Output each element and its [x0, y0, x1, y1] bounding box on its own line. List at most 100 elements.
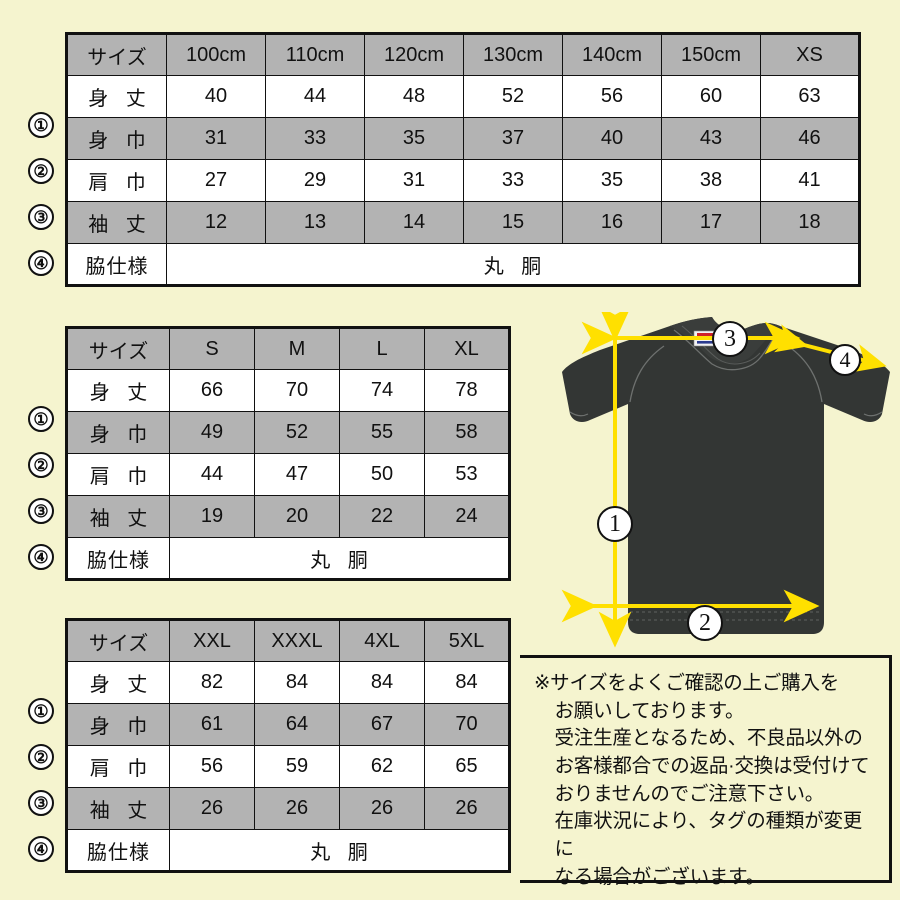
row-label-sleeve-length: 袖 丈 — [66, 201, 167, 244]
note-line-1: ※サイズをよくご確認の上ご購入を — [534, 672, 840, 694]
row-label-shoulder-width: 肩 巾 — [66, 453, 170, 496]
note-line-3: 受注生産となるため、不良品以外の — [554, 727, 863, 750]
diagram-marker-2-label: 2 — [699, 610, 711, 636]
measure-index-3: ③ — [28, 204, 54, 230]
cell: 37 — [463, 117, 563, 160]
table-header-row: サイズ XXL XXXL 4XL 5XL — [66, 619, 510, 662]
side-spec-value: 丸 胴 — [169, 829, 510, 872]
col-header-130cm: 130cm — [463, 33, 563, 76]
cell: 53 — [424, 453, 510, 496]
measure-index-2: ② — [28, 452, 54, 478]
cell: 82 — [169, 661, 255, 704]
cell: 19 — [169, 495, 255, 538]
cell: 48 — [364, 75, 464, 118]
row-label-side-spec: 脇仕様 — [66, 537, 170, 580]
table-header-row: サイズ S M L XL — [66, 327, 510, 370]
cell: 26 — [424, 787, 510, 830]
table-row: 身 丈 40 44 48 52 56 60 63 — [66, 75, 860, 118]
measure-index-2: ② — [28, 158, 54, 184]
cell: 62 — [339, 745, 425, 788]
size-table-adult-large-block: ① ② ③ ④ サイズ XXL XXXL 4XL 5XL 身 丈 82 84 8… — [19, 618, 511, 873]
col-header-l: L — [339, 327, 425, 370]
row-label-side-spec: 脇仕様 — [66, 243, 167, 286]
row-label-sleeve-length: 袖 丈 — [66, 495, 170, 538]
diagram-marker-1: 1 — [597, 506, 633, 542]
row-label-body-length: 身 丈 — [66, 661, 170, 704]
table-row: 肩 巾 44 47 50 53 — [66, 453, 510, 496]
cell: 84 — [339, 661, 425, 704]
cell: 33 — [265, 117, 365, 160]
measure-index-1: ① — [28, 406, 54, 432]
table-row: 身 巾 61 64 67 70 — [66, 703, 510, 746]
measure-index-4: ④ — [28, 836, 54, 862]
col-header-size: サイズ — [66, 619, 170, 662]
cell: 26 — [169, 787, 255, 830]
col-header-4xl: 4XL — [339, 619, 425, 662]
cell: 70 — [424, 703, 510, 746]
col-header-xs: XS — [760, 33, 860, 76]
note-line-5: おりませんのでご注意下さい。 — [554, 782, 825, 805]
cell: 35 — [364, 117, 464, 160]
measure-index-1: ① — [28, 112, 54, 138]
cell: 66 — [169, 369, 255, 412]
col-header-100cm: 100cm — [166, 33, 266, 76]
row-label-body-width: 身 巾 — [66, 117, 167, 160]
row-label-shoulder-width: 肩 巾 — [66, 159, 167, 202]
size-table-adult-standard-block: ① ② ③ ④ サイズ S M L XL 身 丈 66 70 74 78 — [19, 326, 511, 581]
size-table-kids-block: ① ② ③ ④ サイズ 100cm 110cm 120cm 130cm 140c… — [19, 32, 861, 287]
cell: 26 — [339, 787, 425, 830]
measure-index-1: ① — [28, 698, 54, 724]
cell: 43 — [661, 117, 761, 160]
size-table-adult-large: サイズ XXL XXXL 4XL 5XL 身 丈 82 84 84 84 身 巾… — [65, 618, 511, 873]
col-header-5xl: 5XL — [424, 619, 510, 662]
table-row: 袖 丈 26 26 26 26 — [66, 787, 510, 830]
col-header-150cm: 150cm — [661, 33, 761, 76]
col-header-120cm: 120cm — [364, 33, 464, 76]
cell: 15 — [463, 201, 563, 244]
cell: 41 — [760, 159, 860, 202]
diagram-marker-2: 2 — [687, 605, 723, 641]
diagram-marker-3-label: 3 — [724, 326, 736, 352]
cell: 67 — [339, 703, 425, 746]
measurement-index-column-kids: ① ② ③ ④ — [19, 32, 65, 287]
purchase-note-box: ※サイズをよくご確認の上ご購入を お願いしております。 受注生産となるため、不良… — [520, 655, 892, 888]
cell: 56 — [562, 75, 662, 118]
cell: 38 — [661, 159, 761, 202]
cell: 47 — [254, 453, 340, 496]
col-header-110cm: 110cm — [265, 33, 365, 76]
table-header-row: サイズ 100cm 110cm 120cm 130cm 140cm 150cm … — [66, 33, 860, 76]
cell: 35 — [562, 159, 662, 202]
col-header-size: サイズ — [66, 327, 170, 370]
side-spec-value: 丸 胴 — [169, 537, 510, 580]
row-label-body-width: 身 巾 — [66, 703, 170, 746]
table-row: 身 丈 82 84 84 84 — [66, 661, 510, 704]
row-label-side-spec: 脇仕様 — [66, 829, 170, 872]
diagram-marker-3: 3 — [712, 321, 748, 357]
diagram-markers: 3 4 1 2 — [597, 321, 861, 641]
cell: 40 — [166, 75, 266, 118]
table-row: 身 丈 66 70 74 78 — [66, 369, 510, 412]
cell: 44 — [169, 453, 255, 496]
cell: 16 — [562, 201, 662, 244]
table-row: 肩 巾 27 29 31 33 35 38 41 — [66, 159, 860, 202]
cell: 63 — [760, 75, 860, 118]
diagram-marker-1-label: 1 — [609, 511, 621, 537]
side-spec-value: 丸 胴 — [166, 243, 860, 286]
cell: 13 — [265, 201, 365, 244]
cell: 78 — [424, 369, 510, 412]
measure-index-2: ② — [28, 744, 54, 770]
cell: 46 — [760, 117, 860, 160]
cell: 59 — [254, 745, 340, 788]
cell: 14 — [364, 201, 464, 244]
cell: 61 — [169, 703, 255, 746]
cell: 29 — [265, 159, 365, 202]
measure-index-3: ③ — [28, 498, 54, 524]
cell: 22 — [339, 495, 425, 538]
cell: 12 — [166, 201, 266, 244]
cell: 52 — [254, 411, 340, 454]
cell: 27 — [166, 159, 266, 202]
note-line-6: 在庫状況により、タグの種類が変更に — [554, 810, 863, 861]
col-header-size: サイズ — [66, 33, 167, 76]
measurement-index-column-adult-standard: ① ② ③ ④ — [19, 326, 65, 581]
measure-index-4: ④ — [28, 250, 54, 276]
